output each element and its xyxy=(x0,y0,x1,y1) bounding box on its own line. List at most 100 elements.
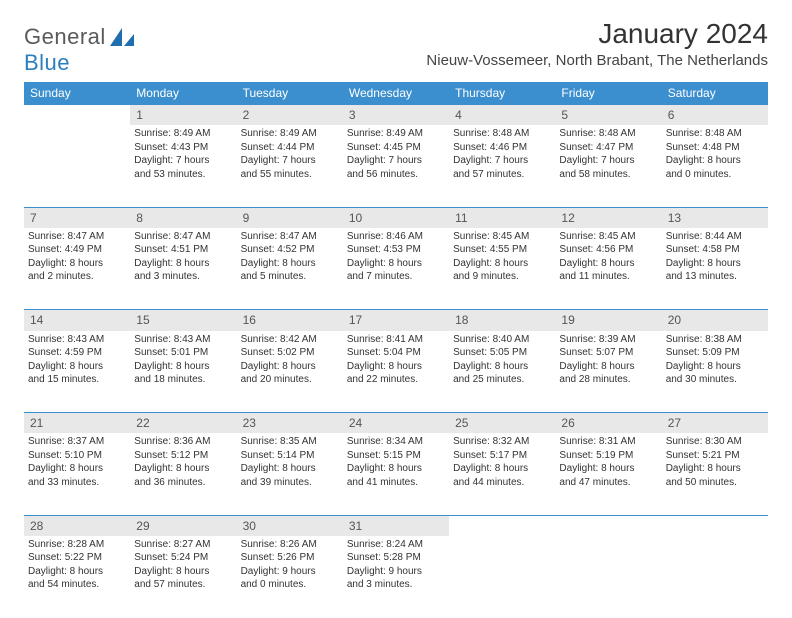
detail-line: Daylight: 8 hours xyxy=(28,462,126,476)
detail-line: and 7 minutes. xyxy=(347,270,445,284)
detail-line: Sunrise: 8:42 AM xyxy=(241,333,339,347)
day-detail-cell xyxy=(24,125,130,207)
day-number-cell: 9 xyxy=(237,207,343,228)
detail-line: Daylight: 8 hours xyxy=(559,360,657,374)
day-number-cell: 28 xyxy=(24,515,130,536)
detail-line: and 30 minutes. xyxy=(666,373,764,387)
day-number-cell xyxy=(555,515,661,536)
day-number-cell: 24 xyxy=(343,413,449,434)
detail-line: Sunrise: 8:47 AM xyxy=(134,230,232,244)
day-detail-row: Sunrise: 8:28 AMSunset: 5:22 PMDaylight:… xyxy=(24,536,768,618)
detail-line: Sunrise: 8:46 AM xyxy=(347,230,445,244)
day-number-cell xyxy=(24,105,130,126)
day-number-cell: 12 xyxy=(555,207,661,228)
logo-sail-icon xyxy=(108,26,136,53)
detail-line: Sunrise: 8:37 AM xyxy=(28,435,126,449)
detail-line: Sunrise: 8:44 AM xyxy=(666,230,764,244)
detail-line: Sunset: 5:14 PM xyxy=(241,449,339,463)
detail-line: and 13 minutes. xyxy=(666,270,764,284)
detail-line: Sunrise: 8:40 AM xyxy=(453,333,551,347)
detail-line: Sunrise: 8:30 AM xyxy=(666,435,764,449)
detail-line: Sunrise: 8:43 AM xyxy=(28,333,126,347)
detail-line: Sunrise: 8:24 AM xyxy=(347,538,445,552)
detail-line: Daylight: 8 hours xyxy=(241,257,339,271)
detail-line: Sunset: 4:51 PM xyxy=(134,243,232,257)
day-number-cell: 1 xyxy=(130,105,236,126)
day-number-cell xyxy=(449,515,555,536)
detail-line: Sunrise: 8:45 AM xyxy=(453,230,551,244)
detail-line: and 0 minutes. xyxy=(666,168,764,182)
day-number-cell: 13 xyxy=(662,207,768,228)
detail-line: Daylight: 8 hours xyxy=(28,565,126,579)
detail-line: Sunset: 4:48 PM xyxy=(666,141,764,155)
day-number-cell: 15 xyxy=(130,310,236,331)
day-number-cell: 4 xyxy=(449,105,555,126)
logo-text: General Blue xyxy=(24,24,106,76)
day-number-cell: 5 xyxy=(555,105,661,126)
day-number-cell: 8 xyxy=(130,207,236,228)
detail-line: Daylight: 8 hours xyxy=(241,360,339,374)
detail-line: Daylight: 8 hours xyxy=(559,257,657,271)
day-number-cell xyxy=(662,515,768,536)
day-number-row: 28293031 xyxy=(24,515,768,536)
detail-line: Sunrise: 8:41 AM xyxy=(347,333,445,347)
detail-line: Sunrise: 8:36 AM xyxy=(134,435,232,449)
weekday-header: Tuesday xyxy=(237,82,343,105)
calendar-page: General Blue January 2024 Nieuw-Vossemee… xyxy=(0,0,792,618)
detail-line: Sunset: 5:22 PM xyxy=(28,551,126,565)
day-detail-cell: Sunrise: 8:31 AMSunset: 5:19 PMDaylight:… xyxy=(555,433,661,515)
detail-line: Sunrise: 8:27 AM xyxy=(134,538,232,552)
detail-line: Sunrise: 8:48 AM xyxy=(453,127,551,141)
detail-line: Sunset: 4:55 PM xyxy=(453,243,551,257)
detail-line: and 47 minutes. xyxy=(559,476,657,490)
detail-line: Daylight: 8 hours xyxy=(28,257,126,271)
logo-word2: Blue xyxy=(24,50,70,75)
detail-line: and 39 minutes. xyxy=(241,476,339,490)
weekday-header: Sunday xyxy=(24,82,130,105)
detail-line: Daylight: 8 hours xyxy=(134,462,232,476)
detail-line: Sunset: 4:49 PM xyxy=(28,243,126,257)
detail-line: and 57 minutes. xyxy=(134,578,232,592)
detail-line: Daylight: 8 hours xyxy=(666,462,764,476)
weekday-header: Friday xyxy=(555,82,661,105)
day-number-row: 123456 xyxy=(24,105,768,126)
day-detail-cell: Sunrise: 8:28 AMSunset: 5:22 PMDaylight:… xyxy=(24,536,130,618)
day-detail-cell: Sunrise: 8:49 AMSunset: 4:45 PMDaylight:… xyxy=(343,125,449,207)
calendar-table: SundayMondayTuesdayWednesdayThursdayFrid… xyxy=(24,82,768,618)
detail-line: and 58 minutes. xyxy=(559,168,657,182)
detail-line: Daylight: 8 hours xyxy=(559,462,657,476)
detail-line: Daylight: 8 hours xyxy=(347,360,445,374)
day-detail-cell: Sunrise: 8:49 AMSunset: 4:43 PMDaylight:… xyxy=(130,125,236,207)
day-detail-cell: Sunrise: 8:43 AMSunset: 5:01 PMDaylight:… xyxy=(130,331,236,413)
weekday-header: Wednesday xyxy=(343,82,449,105)
day-number-cell: 21 xyxy=(24,413,130,434)
detail-line: Sunset: 4:43 PM xyxy=(134,141,232,155)
detail-line: and 50 minutes. xyxy=(666,476,764,490)
weekday-header: Thursday xyxy=(449,82,555,105)
day-number-cell: 14 xyxy=(24,310,130,331)
detail-line: Sunset: 4:59 PM xyxy=(28,346,126,360)
weekday-header: Monday xyxy=(130,82,236,105)
detail-line: Sunrise: 8:28 AM xyxy=(28,538,126,552)
day-detail-cell: Sunrise: 8:37 AMSunset: 5:10 PMDaylight:… xyxy=(24,433,130,515)
detail-line: and 22 minutes. xyxy=(347,373,445,387)
day-detail-cell: Sunrise: 8:47 AMSunset: 4:49 PMDaylight:… xyxy=(24,228,130,310)
detail-line: Sunrise: 8:26 AM xyxy=(241,538,339,552)
detail-line: Sunset: 4:46 PM xyxy=(453,141,551,155)
detail-line: Daylight: 8 hours xyxy=(666,360,764,374)
day-detail-cell: Sunrise: 8:36 AMSunset: 5:12 PMDaylight:… xyxy=(130,433,236,515)
detail-line: Sunset: 5:15 PM xyxy=(347,449,445,463)
detail-line: Sunset: 4:56 PM xyxy=(559,243,657,257)
weekday-header: Saturday xyxy=(662,82,768,105)
detail-line: Sunset: 5:26 PM xyxy=(241,551,339,565)
logo-word1: General xyxy=(24,24,106,49)
detail-line: Daylight: 8 hours xyxy=(241,462,339,476)
detail-line: Sunset: 4:44 PM xyxy=(241,141,339,155)
day-number-cell: 23 xyxy=(237,413,343,434)
detail-line: Sunset: 5:24 PM xyxy=(134,551,232,565)
day-detail-cell xyxy=(662,536,768,618)
day-number-cell: 30 xyxy=(237,515,343,536)
detail-line: Sunset: 5:10 PM xyxy=(28,449,126,463)
day-number-cell: 2 xyxy=(237,105,343,126)
detail-line: Daylight: 8 hours xyxy=(347,257,445,271)
